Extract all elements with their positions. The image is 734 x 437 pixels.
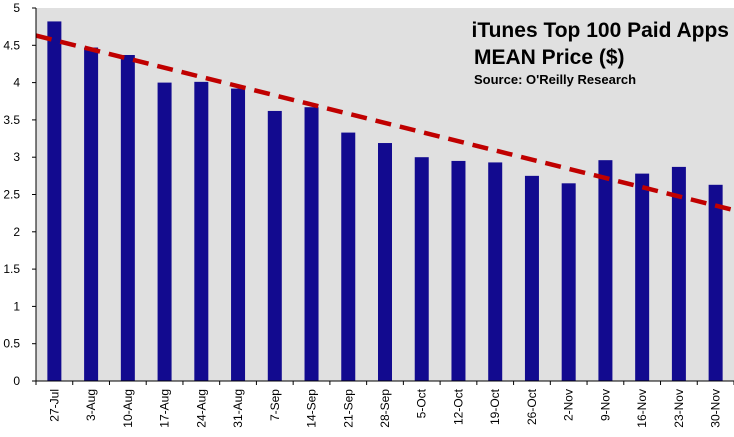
bar-21-Sep — [341, 132, 356, 381]
axes-layer: 0 0.5 1 1.5 2 2.5 3 3.5 4 4.5 5 27-Jul 3-Aug 10-Aug 17… — [3, 1, 734, 428]
x-tick-label-12-Oct: 12-Oct — [451, 388, 465, 425]
chart-title-line-1: iTunes Top 100 Paid Apps — [472, 19, 730, 42]
x-tick-label-28-Sep: 28-Sep — [378, 389, 392, 428]
bar-7-Sep — [267, 110, 282, 381]
x-tick-label-26-Oct: 26-Oct — [525, 388, 539, 425]
x-tick-label-3-Aug: 3-Aug — [84, 389, 98, 421]
y-tick-label-3: 3 — [13, 150, 20, 164]
bar-3-Aug — [84, 47, 99, 381]
y-tick-label-5: 5 — [13, 1, 20, 15]
y-tick-label-2: 2 — [13, 225, 20, 239]
bar-2-Nov — [561, 183, 576, 381]
y-tick-label-3.5: 3.5 — [3, 113, 20, 127]
bar-26-Oct — [524, 175, 539, 381]
linear-trendline — [35, 33, 734, 213]
x-tick-label-27-Jul: 27-Jul — [47, 389, 61, 422]
x-tick-label-2-Nov: 2-Nov — [562, 389, 576, 421]
y-tick-label-0: 0 — [13, 374, 20, 388]
bars-layer — [47, 21, 723, 382]
x-tick-label-30-Nov: 30-Nov — [709, 389, 723, 428]
y-tick-label-0.5: 0.5 — [3, 337, 20, 351]
chart-title-block: iTunes Top 100 Paid Apps MEAN Price ($) … — [472, 19, 730, 87]
bar-27-Jul — [47, 21, 62, 382]
bar-9-Nov — [598, 160, 613, 381]
y-tick-label-2.5: 2.5 — [3, 188, 20, 202]
x-tick-label-9-Nov: 9-Nov — [598, 389, 612, 421]
y-tick-label-4.5: 4.5 — [3, 38, 20, 52]
bar-31-Aug — [231, 88, 246, 381]
x-tick-label-5-Oct: 5-Oct — [415, 388, 429, 418]
y-tick-label-1.5: 1.5 — [3, 262, 20, 276]
y-tick-label-1: 1 — [13, 299, 20, 313]
x-tick-label-17-Aug: 17-Aug — [158, 389, 172, 428]
bar-16-Nov — [635, 173, 650, 381]
bar-24-Aug — [194, 81, 209, 381]
bar-19-Oct — [488, 162, 503, 381]
y-tick-label-4: 4 — [13, 76, 20, 90]
trendline-layer — [35, 33, 734, 213]
x-tick-label-31-Aug: 31-Aug — [231, 389, 245, 428]
x-tick-label-16-Nov: 16-Nov — [635, 389, 649, 428]
bar-12-Oct — [451, 160, 466, 381]
bar-14-Sep — [304, 107, 319, 381]
chart-source: Source: O'Reilly Research — [474, 72, 636, 87]
x-tick-label-24-Aug: 24-Aug — [194, 389, 208, 428]
bar-28-Sep — [378, 143, 392, 381]
x-tick-label-7-Sep: 7-Sep — [268, 389, 282, 421]
bar-30-Nov — [708, 184, 723, 381]
x-tick-label-10-Aug: 10-Aug — [121, 389, 135, 428]
bar-5-Oct — [414, 157, 429, 381]
bar-10-Aug — [120, 55, 135, 381]
chart-title-line-2: MEAN Price ($) — [474, 46, 625, 69]
x-tick-label-23-Nov: 23-Nov — [672, 389, 686, 428]
bar-23-Nov — [671, 166, 686, 381]
bar-17-Aug — [157, 82, 172, 381]
x-tick-label-21-Sep: 21-Sep — [341, 389, 355, 428]
x-tick-label-14-Sep: 14-Sep — [305, 389, 319, 428]
x-tick-label-19-Oct: 19-Oct — [488, 388, 502, 425]
